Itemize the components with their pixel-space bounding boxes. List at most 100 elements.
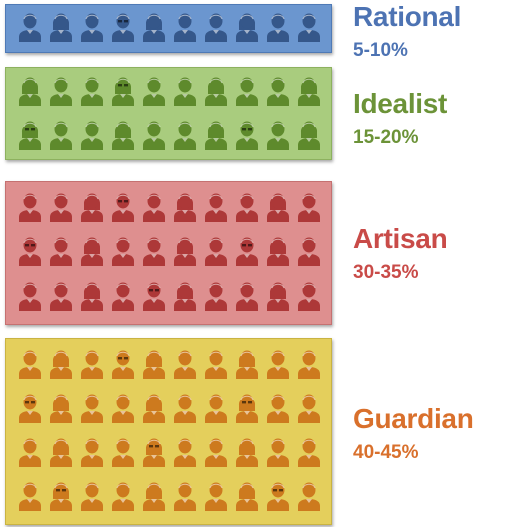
idealist-panel xyxy=(5,67,332,160)
person-icon xyxy=(110,118,136,150)
person-icon xyxy=(265,391,291,423)
person-icon xyxy=(79,435,105,467)
person-icon xyxy=(79,10,105,42)
person-icon xyxy=(17,190,43,222)
person-icon xyxy=(203,118,229,150)
person-icon xyxy=(172,279,198,311)
icon-row xyxy=(6,279,331,319)
icon-row xyxy=(6,435,331,475)
person-icon xyxy=(265,190,291,222)
person-icon xyxy=(203,435,229,467)
icon-row xyxy=(6,190,331,230)
person-icon xyxy=(141,347,167,379)
person-icon xyxy=(234,279,260,311)
group-name: Rational xyxy=(353,1,462,32)
person-icon xyxy=(172,74,198,106)
group-percent: 30-35% xyxy=(353,262,419,283)
guardian-panel xyxy=(5,338,332,525)
person-icon xyxy=(296,234,322,266)
person-icon xyxy=(141,391,167,423)
person-icon xyxy=(48,190,74,222)
person-icon xyxy=(203,391,229,423)
person-icon xyxy=(172,190,198,222)
person-icon xyxy=(17,74,43,106)
icon-row xyxy=(6,479,331,519)
person-icon xyxy=(234,391,260,423)
person-icon xyxy=(296,190,322,222)
person-icon xyxy=(296,347,322,379)
person-icon xyxy=(172,391,198,423)
person-icon xyxy=(48,479,74,511)
person-icon xyxy=(141,435,167,467)
person-icon xyxy=(17,10,43,42)
person-icon xyxy=(203,347,229,379)
person-icon xyxy=(110,435,136,467)
person-icon xyxy=(265,118,291,150)
person-icon xyxy=(110,190,136,222)
person-icon xyxy=(17,347,43,379)
person-icon xyxy=(234,10,260,42)
person-icon xyxy=(48,279,74,311)
person-icon xyxy=(110,391,136,423)
person-icon xyxy=(48,347,74,379)
person-icon xyxy=(110,74,136,106)
person-icon xyxy=(17,279,43,311)
person-icon xyxy=(265,479,291,511)
person-icon xyxy=(203,479,229,511)
person-icon xyxy=(48,234,74,266)
group-name: Guardian xyxy=(353,403,474,434)
person-icon xyxy=(172,10,198,42)
icon-row xyxy=(6,347,331,387)
person-icon xyxy=(17,435,43,467)
person-icon xyxy=(296,118,322,150)
idealist-label: Idealist 15-20% xyxy=(353,88,447,150)
artisan-panel xyxy=(5,181,332,325)
person-icon xyxy=(110,479,136,511)
person-icon xyxy=(79,234,105,266)
person-icon xyxy=(141,118,167,150)
person-icon xyxy=(234,118,260,150)
rational-label: Rational 5-10% xyxy=(353,1,461,63)
person-icon xyxy=(110,234,136,266)
person-icon xyxy=(79,479,105,511)
artisan-label: Artisan 30-35% xyxy=(353,223,448,285)
person-icon xyxy=(172,479,198,511)
person-icon xyxy=(141,74,167,106)
person-icon xyxy=(17,391,43,423)
person-icon xyxy=(265,435,291,467)
icon-row xyxy=(6,74,331,114)
person-icon xyxy=(172,435,198,467)
person-icon xyxy=(296,435,322,467)
group-percent: 40-45% xyxy=(353,442,419,463)
person-icon xyxy=(234,347,260,379)
icon-row xyxy=(6,234,331,274)
person-icon xyxy=(265,347,291,379)
person-icon xyxy=(79,74,105,106)
person-icon xyxy=(17,234,43,266)
person-icon xyxy=(17,118,43,150)
person-icon xyxy=(48,74,74,106)
person-icon xyxy=(48,435,74,467)
person-icon xyxy=(296,479,322,511)
group-percent: 5-10% xyxy=(353,40,408,61)
person-icon xyxy=(141,234,167,266)
person-icon xyxy=(265,74,291,106)
guardian-label: Guardian 40-45% xyxy=(353,403,474,465)
person-icon xyxy=(203,10,229,42)
person-icon xyxy=(141,10,167,42)
icon-row xyxy=(6,10,331,50)
group-name: Artisan xyxy=(353,223,448,254)
person-icon xyxy=(265,279,291,311)
person-icon xyxy=(172,347,198,379)
person-icon xyxy=(48,118,74,150)
person-icon xyxy=(265,10,291,42)
person-icon xyxy=(203,74,229,106)
person-icon xyxy=(234,190,260,222)
person-icon xyxy=(48,391,74,423)
person-icon xyxy=(203,234,229,266)
person-icon xyxy=(296,391,322,423)
person-icon xyxy=(110,279,136,311)
person-icon xyxy=(79,391,105,423)
group-name: Idealist xyxy=(353,88,448,119)
person-icon xyxy=(141,279,167,311)
